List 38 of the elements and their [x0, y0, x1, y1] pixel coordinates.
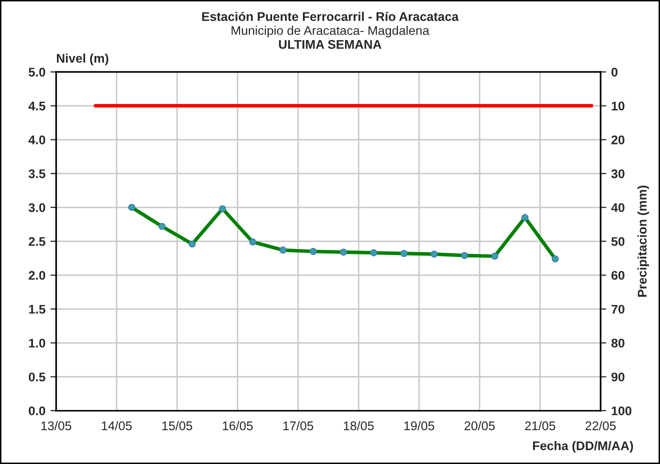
x-tick-label: 16/05 — [222, 421, 253, 430]
x-tick-label: 18/05 — [344, 421, 374, 430]
y-tick-label: 1.5 — [29, 304, 46, 314]
x-tick-label: 19/05 — [404, 421, 434, 430]
x-axis-title: Fecha (DD/M/AA) — [533, 441, 633, 453]
text: ULTIMA SEMANA — [279, 40, 382, 49]
x-tick-label: 13/05 — [41, 421, 72, 430]
y2-tick-label: 90 — [611, 372, 624, 382]
x-tick-label: 14/05 — [102, 421, 132, 430]
y2-tick-label: 80 — [611, 338, 624, 348]
y2-tick-label: 40 — [611, 203, 624, 212]
x-tick-label: 21/05 — [525, 421, 556, 430]
y-tick-label: 4.5 — [28, 102, 46, 110]
y-tick-label: 2.0 — [28, 270, 46, 280]
y2-axis-title: Precipitacion (mm) — [637, 186, 650, 297]
y-tick-label: 1.0 — [29, 338, 46, 348]
x-tick-label: 15/05 — [162, 421, 192, 430]
y2-tick-label: 0 — [612, 68, 618, 77]
y-tick-label: 0.5 — [28, 372, 46, 382]
y2-tick-label: 50 — [611, 237, 624, 246]
y-tick-label: 4.0 — [28, 135, 46, 144]
y-tick-label: 5.0 — [28, 68, 46, 77]
y2-tick-label: 20 — [611, 135, 624, 144]
y-tick-label: 3.5 — [28, 169, 46, 178]
x-tick-label: 20/05 — [464, 421, 495, 430]
chart-title: Estación Puente Ferrocarril - Río Aracataca — [202, 12, 459, 22]
y2-tick-label: 100 — [612, 406, 632, 416]
y2-tick-label: 60 — [611, 270, 624, 280]
y-axis-title: Nivel (m) — [56, 54, 108, 66]
x-tick-label: 22/05 — [586, 421, 616, 430]
y2-tick-label: 10 — [612, 102, 624, 110]
y-tick-label: 3.0 — [28, 203, 46, 212]
y-tick-label: 2.5 — [28, 237, 46, 246]
x-tick-label: 17/05 — [283, 421, 314, 430]
y-tick-label: 0.0 — [28, 406, 46, 416]
y2-tick-label: 30 — [611, 169, 624, 178]
chart-subtitle: Municipio de Aracataca- Magdalena — [232, 26, 430, 38]
y2-tick-label: 70 — [612, 304, 624, 314]
